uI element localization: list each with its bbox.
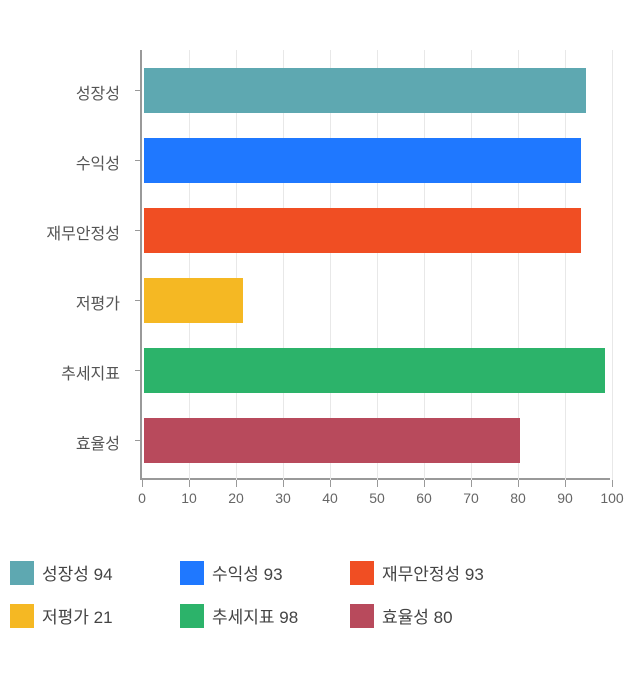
legend-label: 재무안정성 93 xyxy=(382,560,484,585)
bar-row xyxy=(142,418,610,463)
legend-item: 추세지표 98 xyxy=(180,603,330,628)
bar xyxy=(144,68,586,113)
x-axis-label: 10 xyxy=(174,490,204,506)
legend-swatch xyxy=(10,604,34,628)
x-tick xyxy=(142,480,143,487)
x-tick xyxy=(565,480,566,487)
x-tick xyxy=(330,480,331,487)
x-axis-label: 60 xyxy=(409,490,439,506)
legend-item: 수익성 93 xyxy=(180,560,330,585)
y-tick xyxy=(135,90,142,91)
chart-plot-area: 0102030405060708090100성장성수익성재무안정성저평가추세지표… xyxy=(140,50,610,480)
gridline xyxy=(283,50,284,480)
x-tick xyxy=(612,480,613,487)
legend-item: 저평가 21 xyxy=(10,603,160,628)
gridline xyxy=(377,50,378,480)
gridline xyxy=(612,50,613,480)
x-axis-label: 0 xyxy=(127,490,157,506)
x-tick xyxy=(471,480,472,487)
y-tick xyxy=(135,160,142,161)
gridline xyxy=(236,50,237,480)
legend-label: 수익성 93 xyxy=(212,560,283,585)
legend-swatch xyxy=(350,561,374,585)
x-tick xyxy=(518,480,519,487)
y-axis-label: 재무안정성 xyxy=(10,220,120,244)
x-axis-label: 90 xyxy=(550,490,580,506)
gridline xyxy=(189,50,190,480)
gridline xyxy=(424,50,425,480)
legend-swatch xyxy=(180,604,204,628)
legend: 성장성 94 수익성 93 재무안정성 93 저평가 21 추세지표 98 효율성 80 xyxy=(10,560,620,646)
y-tick xyxy=(135,230,142,231)
legend-item: 성장성 94 xyxy=(10,560,160,585)
x-tick xyxy=(283,480,284,487)
x-axis-label: 100 xyxy=(597,490,627,506)
bar xyxy=(144,208,581,253)
legend-label: 효율성 80 xyxy=(382,603,453,628)
y-axis-label: 추세지표 xyxy=(10,360,120,384)
bar xyxy=(144,278,243,323)
legend-swatch xyxy=(10,561,34,585)
y-axis-label: 성장성 xyxy=(10,80,120,104)
x-tick xyxy=(424,480,425,487)
gridline xyxy=(565,50,566,480)
bar xyxy=(144,418,520,463)
legend-label: 성장성 94 xyxy=(42,560,113,585)
chart-container: 0102030405060708090100성장성수익성재무안정성저평가추세지표… xyxy=(20,50,620,550)
legend-item: 재무안정성 93 xyxy=(350,560,500,585)
y-axis-label: 수익성 xyxy=(10,150,120,174)
x-axis-label: 50 xyxy=(362,490,392,506)
legend-label: 추세지표 98 xyxy=(212,603,298,628)
bar xyxy=(144,348,605,393)
x-axis-label: 70 xyxy=(456,490,486,506)
bar-row xyxy=(142,348,610,393)
bar-row xyxy=(142,278,610,323)
y-axis-label: 효율성 xyxy=(10,430,120,454)
y-tick xyxy=(135,370,142,371)
legend-item: 효율성 80 xyxy=(350,603,500,628)
x-tick xyxy=(236,480,237,487)
bar-row xyxy=(142,208,610,253)
legend-label: 저평가 21 xyxy=(42,603,113,628)
x-axis-label: 80 xyxy=(503,490,533,506)
y-axis-label: 저평가 xyxy=(10,290,120,314)
legend-swatch xyxy=(180,561,204,585)
x-axis-label: 30 xyxy=(268,490,298,506)
y-tick xyxy=(135,440,142,441)
x-axis-label: 40 xyxy=(315,490,345,506)
x-tick xyxy=(377,480,378,487)
bar-row xyxy=(142,138,610,183)
y-tick xyxy=(135,300,142,301)
gridline xyxy=(471,50,472,480)
bar xyxy=(144,138,581,183)
x-axis-label: 20 xyxy=(221,490,251,506)
bar-row xyxy=(142,68,610,113)
gridline xyxy=(518,50,519,480)
legend-swatch xyxy=(350,604,374,628)
x-tick xyxy=(189,480,190,487)
gridline xyxy=(330,50,331,480)
